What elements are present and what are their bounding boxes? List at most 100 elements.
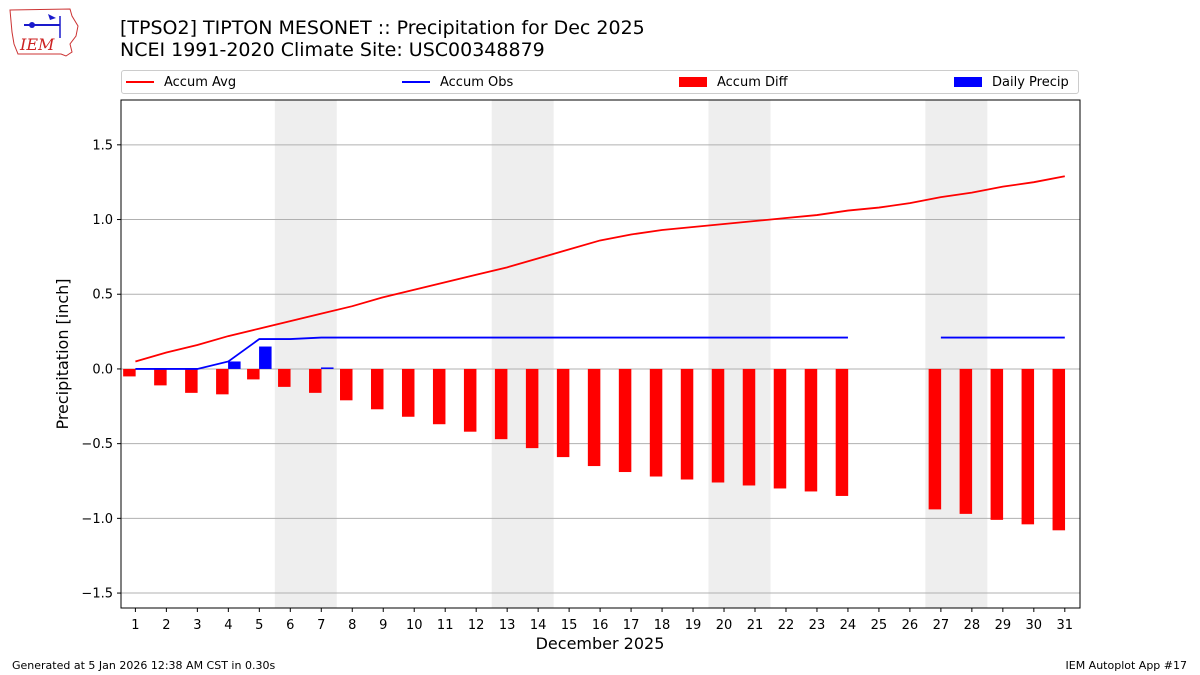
x-tick-label: 18: [654, 618, 671, 633]
bars: [123, 346, 1066, 531]
x-tick-label: 17: [623, 618, 640, 633]
chart-title: [TPSO2] TIPTON MESONET :: Precipitation …: [120, 17, 645, 39]
accum-diff-bar: [711, 368, 725, 483]
legend-label-daily-precip: Daily Precip: [992, 74, 1069, 90]
legend-label-accum-avg: Accum Avg: [164, 74, 237, 90]
x-tick-label: 7: [317, 618, 325, 633]
chart-legend: Accum Avg Accum Obs Accum Diff Daily Pre…: [121, 70, 1079, 94]
footer-generated: Generated at 5 Jan 2026 12:38 AM CST in …: [12, 659, 276, 672]
y-tick-label: −0.5: [81, 437, 113, 452]
iowa-outline: [9, 8, 79, 57]
x-tick-label: 3: [193, 618, 201, 633]
x-tick-label: 8: [348, 618, 356, 633]
accum-diff-bar: [185, 368, 198, 393]
lines: [135, 175, 1065, 370]
x-tick-label: 4: [224, 618, 232, 633]
x-tick-label: 12: [468, 618, 485, 633]
x-tick-label: 10: [406, 618, 423, 633]
accum-diff-bar: [370, 368, 384, 410]
legend-swatch-daily-precip: [954, 77, 982, 87]
accum-diff-bar: [556, 368, 570, 458]
accum-diff-bar: [773, 368, 787, 489]
accum-diff-bar: [154, 368, 167, 386]
accum-diff-bar: [804, 368, 818, 492]
accum-diff-bar: [247, 368, 260, 380]
accum-diff-bar: [742, 368, 756, 486]
logo-text: IEM: [19, 35, 55, 54]
x-tick-label: 31: [1057, 618, 1074, 633]
x-tick-label: 22: [778, 618, 795, 633]
y-tick-label: −1.0: [81, 512, 113, 527]
x-tick-label: 29: [995, 618, 1012, 633]
legend-item-accum-avg: Accum Avg: [126, 71, 236, 93]
x-tick-label: 1: [131, 618, 139, 633]
accum-diff-bar: [432, 368, 446, 425]
y-axis-label: Precipitation [inch]: [53, 278, 72, 429]
accum-obs-line: [135, 336, 848, 370]
accum-diff-bar: [928, 368, 942, 510]
accum-diff-bar: [1052, 368, 1066, 531]
x-tick-label: 9: [379, 618, 387, 633]
accum-diff-bar: [959, 368, 973, 514]
accum-diff-bar: [1021, 368, 1035, 525]
accum-diff-bar: [618, 368, 632, 473]
y-tick-label: −1.5: [81, 587, 113, 602]
daily-precip-bar: [228, 361, 241, 369]
daily-precip-bar: [321, 367, 334, 369]
x-tick-label: 2: [162, 618, 170, 633]
y-tick-label: 0.5: [92, 288, 113, 303]
weekend-band: [491, 100, 554, 608]
accum-diff-bar: [587, 368, 601, 467]
x-tick-label: 21: [747, 618, 764, 633]
x-tick-label: 23: [809, 618, 826, 633]
x-tick-label: 13: [499, 618, 516, 633]
accum-diff-bar: [340, 368, 353, 401]
legend-label-accum-obs: Accum Obs: [440, 74, 514, 90]
x-tick-label: 11: [437, 618, 454, 633]
weekend-band: [925, 100, 988, 608]
accum-diff-bar: [680, 368, 694, 480]
accum-avg-line: [135, 175, 1065, 363]
accum-diff-bar: [494, 368, 508, 440]
y-axis-ticks: −1.5 −1.0 −0.5 0.0 0.5 1.0 1.5: [81, 138, 121, 602]
legend-item-accum-diff: Accum Diff: [679, 71, 788, 93]
accum-diff-bar: [525, 368, 539, 449]
x-tick-label: 27: [933, 618, 950, 633]
x-tick-label: 16: [592, 618, 609, 633]
x-axis-ticks: 1 2 3 4 5 6 7 8 9 10 11 12 13 14 15 16 17 18 19 20 21 22 23 24 2…: [131, 608, 1073, 633]
x-tick-label: 19: [685, 618, 702, 633]
x-tick-label: 5: [255, 618, 263, 633]
accum-diff-bar: [463, 368, 477, 432]
x-tick-label: 26: [902, 618, 919, 633]
x-tick-label: 6: [286, 618, 294, 633]
weekend-band: [274, 100, 337, 608]
x-tick-label: 15: [561, 618, 578, 633]
accum-diff-bar: [401, 368, 415, 417]
weekend-band: [708, 100, 771, 608]
gridlines: [121, 144, 1080, 594]
legend-swatch-accum-obs: [402, 81, 430, 83]
accum-diff-bar: [990, 368, 1004, 520]
daily-precip-bar: [259, 346, 272, 369]
accum-diff-bar: [216, 368, 229, 395]
legend-swatch-accum-avg: [126, 81, 154, 83]
x-tick-label: 14: [530, 618, 547, 633]
logo-vane: [48, 14, 56, 20]
accum-diff-bar: [309, 368, 322, 393]
y-tick-label: 0.0: [92, 362, 113, 377]
x-axis-label: December 2025: [536, 634, 665, 653]
x-tick-label: 25: [871, 618, 888, 633]
logo-sensor: [29, 22, 35, 28]
legend-swatch-accum-diff: [679, 77, 707, 87]
accum-diff-bar: [278, 368, 291, 387]
iem-logo: IEM: [9, 8, 79, 57]
chart-subtitle: NCEI 1991-2020 Climate Site: USC00348879: [120, 39, 545, 61]
accum-diff-bar: [123, 368, 136, 377]
y-tick-label: 1.0: [92, 213, 113, 228]
x-tick-label: 20: [716, 618, 733, 633]
footer-app: IEM Autoplot App #17: [1065, 659, 1188, 672]
legend-item-accum-obs: Accum Obs: [402, 71, 513, 93]
accum-diff-bar: [835, 368, 849, 496]
x-tick-label: 28: [964, 618, 981, 633]
